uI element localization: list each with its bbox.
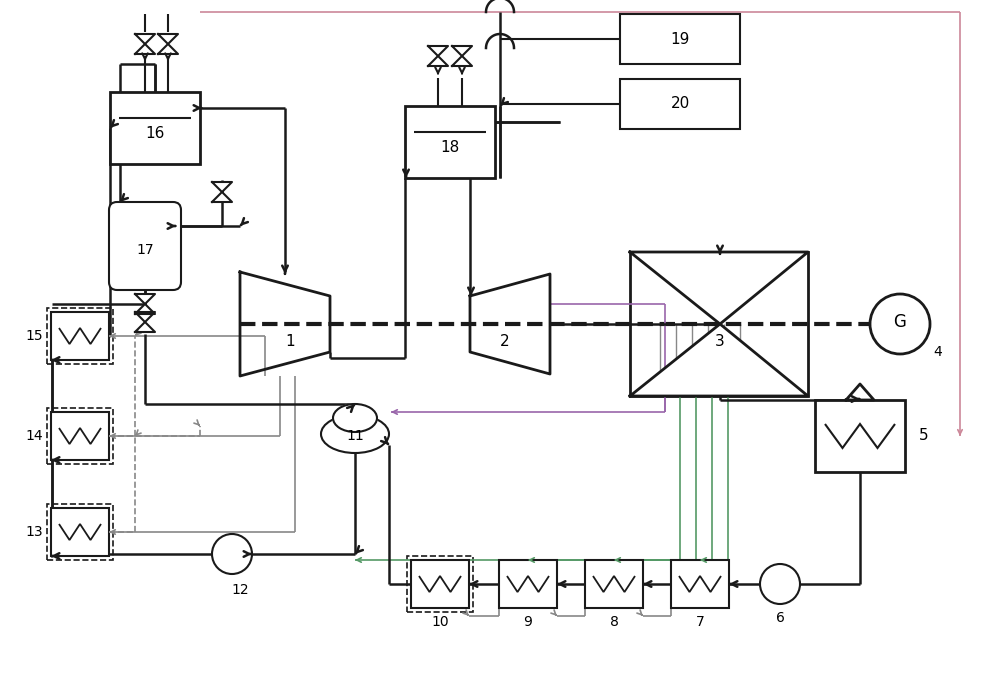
Text: 20: 20 <box>670 96 690 111</box>
Polygon shape <box>135 44 155 54</box>
Polygon shape <box>452 46 472 56</box>
Bar <box>47 308 113 364</box>
Text: 19: 19 <box>670 31 690 47</box>
Polygon shape <box>428 46 448 56</box>
Bar <box>630 252 808 396</box>
Text: 5: 5 <box>919 428 929 443</box>
Bar <box>671 560 729 608</box>
Text: 12: 12 <box>231 583 249 597</box>
Polygon shape <box>452 56 472 66</box>
Polygon shape <box>240 272 330 376</box>
Polygon shape <box>135 304 155 314</box>
Text: 1: 1 <box>285 334 295 350</box>
FancyBboxPatch shape <box>109 202 181 290</box>
Text: 17: 17 <box>136 243 154 257</box>
Text: G: G <box>894 313 906 331</box>
Text: 11: 11 <box>346 429 364 443</box>
Polygon shape <box>158 34 178 44</box>
Polygon shape <box>135 294 155 304</box>
Bar <box>47 408 113 464</box>
Polygon shape <box>470 274 550 374</box>
Polygon shape <box>135 34 155 44</box>
Text: 4: 4 <box>934 345 942 359</box>
Text: 18: 18 <box>440 140 460 155</box>
Text: 13: 13 <box>25 525 43 539</box>
Bar <box>110 92 200 164</box>
Bar <box>620 79 740 129</box>
Bar <box>51 508 109 556</box>
Ellipse shape <box>321 415 389 453</box>
Text: 9: 9 <box>524 615 532 629</box>
Bar <box>405 106 495 178</box>
Ellipse shape <box>333 404 377 432</box>
Bar <box>499 560 557 608</box>
Polygon shape <box>212 192 232 202</box>
Bar <box>620 14 740 64</box>
Text: 3: 3 <box>715 334 725 350</box>
Polygon shape <box>630 324 808 396</box>
Text: 10: 10 <box>431 615 449 629</box>
Text: 16: 16 <box>145 127 165 142</box>
Polygon shape <box>428 56 448 66</box>
Bar <box>51 312 109 360</box>
Bar <box>585 560 643 608</box>
Text: 6: 6 <box>776 611 784 625</box>
Text: 15: 15 <box>25 329 43 343</box>
Bar <box>815 400 905 472</box>
Polygon shape <box>630 252 808 324</box>
Polygon shape <box>135 322 155 332</box>
Bar <box>47 504 113 560</box>
Bar <box>51 412 109 460</box>
Bar <box>407 556 473 612</box>
Polygon shape <box>212 182 232 192</box>
Text: 14: 14 <box>25 429 43 443</box>
Text: 8: 8 <box>610 615 618 629</box>
Bar <box>411 560 469 608</box>
Text: 7: 7 <box>696 615 704 629</box>
Polygon shape <box>158 44 178 54</box>
Polygon shape <box>846 384 874 400</box>
Polygon shape <box>135 312 155 322</box>
Text: 2: 2 <box>500 334 510 350</box>
